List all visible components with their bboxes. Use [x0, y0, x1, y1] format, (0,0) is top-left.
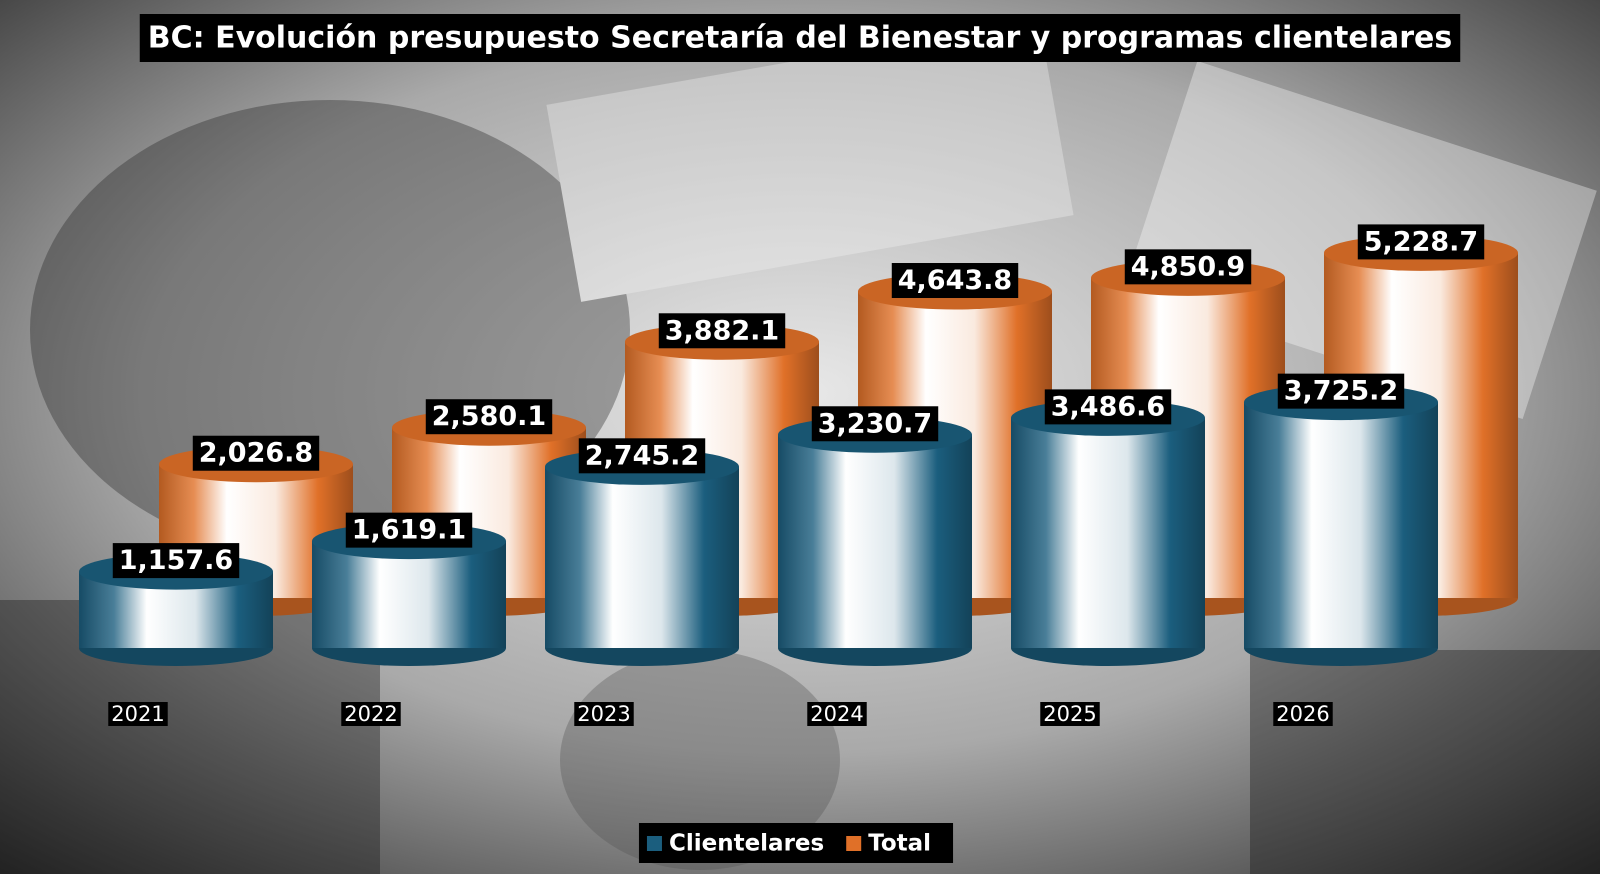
x-tick-label: 2025: [1043, 702, 1096, 726]
x-tick-label-background: [108, 702, 168, 726]
value-label-background: [345, 512, 473, 548]
x-tick-label-background: [1040, 702, 1100, 726]
x-tick-label: 2021: [111, 702, 164, 726]
x-tick-label-background: [807, 702, 867, 726]
value-label-background: [1357, 224, 1485, 260]
value-label: 2,580.1: [432, 401, 546, 432]
chart-title: BC: Evolución presupuesto Secretaría del…: [148, 21, 1453, 56]
value-label: 2,745.2: [585, 440, 699, 471]
bar: [778, 434, 972, 648]
value-label: 1,157.6: [119, 545, 233, 576]
value-label: 5,228.7: [1364, 226, 1478, 257]
title-background: [139, 14, 1461, 62]
x-tick-label: 2023: [577, 702, 630, 726]
value-label-background: [578, 438, 706, 474]
legend-swatch: [646, 836, 662, 851]
x-tick-label-background: [574, 702, 634, 726]
value-label-background: [112, 543, 240, 579]
legend-swatch: [846, 836, 862, 851]
x-tick-label-background: [341, 702, 401, 726]
legend-background: [638, 823, 954, 863]
x-tick-label: 2024: [810, 702, 863, 726]
value-label: 4,643.8: [898, 265, 1012, 296]
value-label: 4,850.9: [1131, 251, 1245, 282]
bar: [545, 466, 739, 648]
value-label-background: [1277, 373, 1405, 409]
value-label: 1,619.1: [352, 515, 466, 546]
x-tick-label-background: [1273, 702, 1333, 726]
value-label: 3,882.1: [665, 315, 779, 346]
x-tick-label: 2026: [1276, 702, 1329, 726]
x-tick-label: 2022: [344, 702, 397, 726]
bar: [1011, 417, 1205, 648]
legend-label: Clientelares: [669, 831, 824, 857]
value-label-background: [192, 435, 320, 471]
value-label: 3,486.6: [1051, 391, 1165, 422]
value-label: 3,725.2: [1284, 376, 1398, 407]
value-label-background: [658, 313, 786, 349]
value-label-background: [425, 399, 553, 435]
value-label: 2,026.8: [199, 438, 313, 469]
bar: [1244, 402, 1438, 648]
value-label: 3,230.7: [818, 408, 932, 439]
value-label-background: [1044, 389, 1172, 425]
legend-label: Total: [868, 831, 931, 857]
value-label-background: [811, 406, 939, 442]
value-label-background: [891, 263, 1019, 299]
value-label-background: [1124, 249, 1252, 285]
